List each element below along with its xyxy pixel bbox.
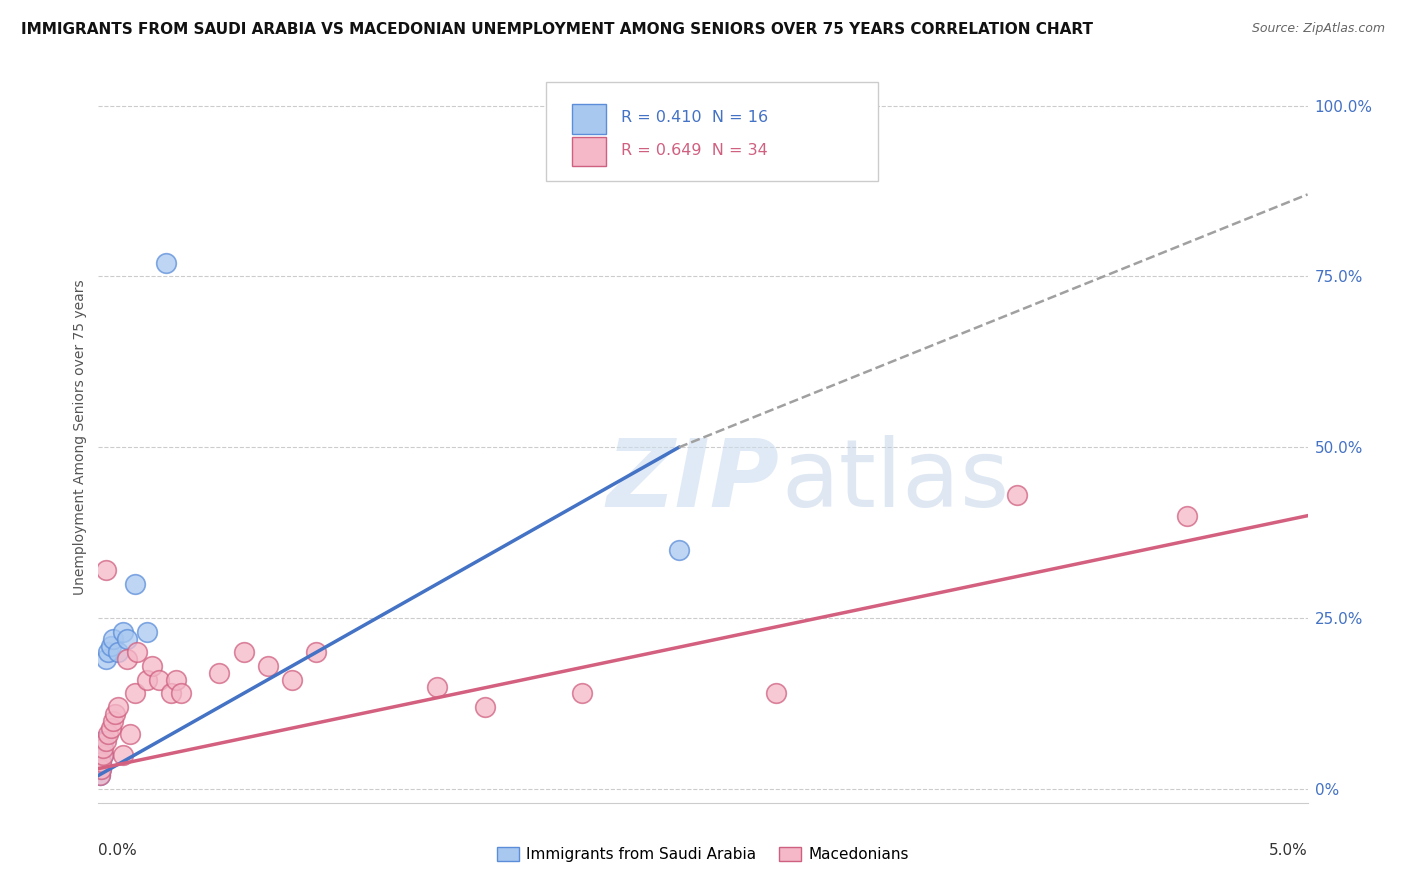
Point	[89, 768, 111, 782]
Text: Source: ZipAtlas.com: Source: ZipAtlas.com	[1251, 22, 1385, 36]
Point	[117, 652, 139, 666]
Legend: Immigrants from Saudi Arabia, Macedonians: Immigrants from Saudi Arabia, Macedonian…	[491, 841, 915, 868]
Point	[90, 755, 112, 769]
FancyBboxPatch shape	[572, 104, 606, 134]
Point	[1175, 508, 1198, 523]
Point	[90, 762, 112, 776]
Point	[90, 762, 112, 776]
Point	[97, 727, 120, 741]
Point	[135, 624, 157, 639]
Y-axis label: Unemployment Among Seniors over 75 years: Unemployment Among Seniors over 75 years	[73, 279, 87, 595]
Point	[571, 686, 593, 700]
Point	[91, 747, 114, 762]
Point	[124, 686, 146, 700]
Point	[101, 714, 124, 728]
Text: atlas: atlas	[782, 435, 1010, 527]
Point	[94, 563, 117, 577]
Point	[160, 686, 183, 700]
Point	[155, 256, 177, 270]
Point	[208, 665, 231, 680]
Point	[91, 747, 114, 762]
Point	[232, 645, 254, 659]
Point	[281, 673, 304, 687]
Text: R = 0.410  N = 16: R = 0.410 N = 16	[621, 110, 768, 125]
Point	[91, 741, 114, 756]
Text: IMMIGRANTS FROM SAUDI ARABIA VS MACEDONIAN UNEMPLOYMENT AMONG SENIORS OVER 75 YE: IMMIGRANTS FROM SAUDI ARABIA VS MACEDONI…	[21, 22, 1092, 37]
Point	[141, 659, 163, 673]
Text: 0.0%: 0.0%	[98, 843, 138, 858]
Point	[117, 632, 139, 646]
Point	[765, 686, 787, 700]
Point	[426, 680, 449, 694]
FancyBboxPatch shape	[546, 82, 879, 181]
Point	[111, 747, 134, 762]
Point	[474, 700, 496, 714]
Point	[90, 755, 112, 769]
Point	[107, 700, 129, 714]
Point	[89, 768, 111, 782]
Point	[97, 645, 120, 659]
Point	[169, 686, 191, 700]
Point	[107, 645, 129, 659]
Point	[104, 706, 127, 721]
Point	[256, 659, 278, 673]
Point	[111, 624, 134, 639]
Point	[118, 727, 141, 741]
Text: R = 0.649  N = 34: R = 0.649 N = 34	[621, 143, 768, 158]
Point	[135, 673, 157, 687]
Point	[124, 577, 146, 591]
Point	[91, 734, 114, 748]
Point	[100, 639, 122, 653]
Point	[305, 645, 328, 659]
Point	[668, 542, 690, 557]
Point	[1007, 488, 1029, 502]
Point	[148, 673, 170, 687]
Text: ZIP: ZIP	[606, 435, 779, 527]
Point	[94, 652, 117, 666]
Point	[100, 721, 122, 735]
Point	[165, 673, 187, 687]
FancyBboxPatch shape	[572, 137, 606, 167]
Point	[101, 632, 124, 646]
Point	[127, 645, 149, 659]
Point	[94, 734, 117, 748]
Text: 5.0%: 5.0%	[1268, 843, 1308, 858]
